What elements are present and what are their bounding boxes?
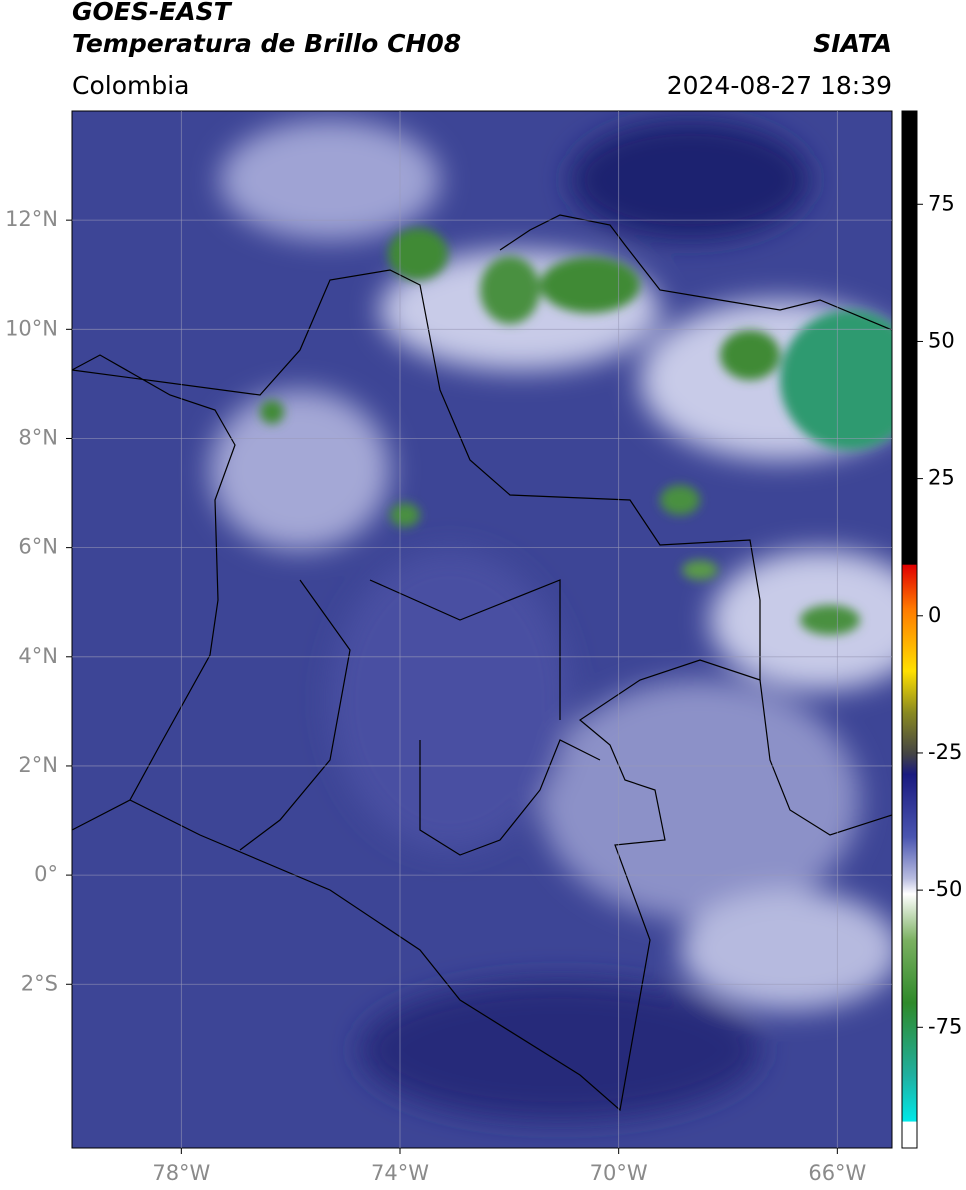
colorbar-tick-label: 50	[928, 328, 955, 352]
x-tick-label: 70°W	[590, 1161, 648, 1185]
x-tick-label: 74°W	[371, 1161, 429, 1185]
x-tick-label: 78°W	[152, 1161, 210, 1185]
title: GOES-EAST	[72, 0, 233, 26]
y-tick-label: 0°	[34, 862, 58, 886]
x-tick-label: 66°W	[808, 1161, 866, 1185]
y-tick-label: 10°N	[5, 316, 58, 340]
colorbar-tick-label: 25	[928, 466, 955, 490]
colorbar-tick-label: -75	[928, 1014, 962, 1038]
subtitle: Temperatura de Brillo CH08	[72, 29, 461, 58]
colorbar-tick-label: -50	[928, 877, 962, 901]
y-tick-label: 2°S	[21, 971, 58, 995]
colorbar-tick-label: -25	[928, 740, 962, 764]
colorbar-tick-label: 75	[928, 191, 955, 215]
timestamp: 2024-08-27 18:39	[667, 71, 892, 100]
map-frame	[71, 110, 893, 1149]
region: Colombia	[72, 71, 189, 100]
y-tick-label: 12°N	[5, 207, 58, 231]
map-image	[72, 111, 892, 1148]
y-tick-label: 4°N	[18, 644, 58, 668]
colorbar	[901, 110, 918, 1149]
source: SIATA	[813, 29, 892, 58]
y-tick-label: 2°N	[18, 753, 58, 777]
y-tick-label: 8°N	[18, 425, 58, 449]
colorbar-tick-label: 0	[928, 603, 941, 627]
y-tick-label: 6°N	[18, 535, 58, 559]
